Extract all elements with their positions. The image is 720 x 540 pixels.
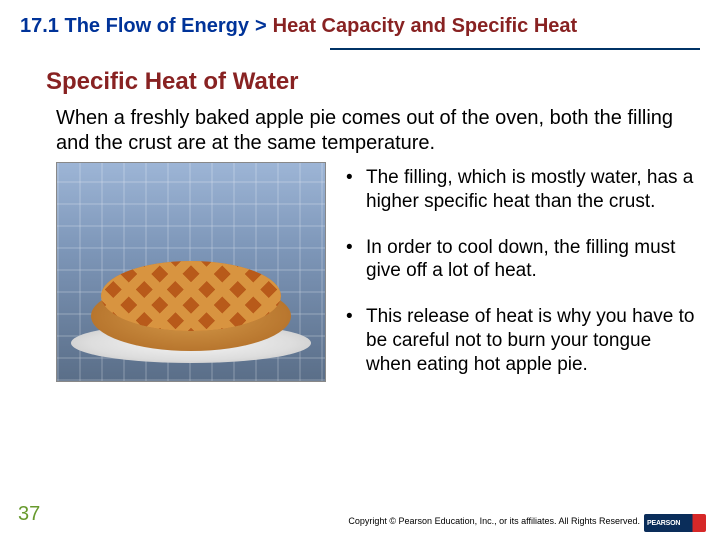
pie-image xyxy=(56,162,326,382)
pie-top xyxy=(101,261,281,331)
page-number: 37 xyxy=(18,503,40,526)
breadcrumb: 17.1 The Flow of Energy > Heat Capacity … xyxy=(0,0,720,48)
pie-lattice xyxy=(101,261,281,331)
breadcrumb-topic: Heat Capacity and Specific Heat xyxy=(273,14,578,38)
copyright-text: Copyright © Pearson Education, Inc., or … xyxy=(348,516,640,526)
bullet-item: In order to cool down, the filling must … xyxy=(344,236,700,306)
bullet-item: The filling, which is mostly water, has … xyxy=(344,166,700,236)
apple-pie xyxy=(91,241,291,351)
pearson-logo: PEARSON xyxy=(644,514,706,532)
subtitle: Specific Heat of Water xyxy=(0,50,720,106)
content-row: The filling, which is mostly water, has … xyxy=(0,156,720,398)
intro-paragraph: When a freshly baked apple pie comes out… xyxy=(0,106,720,156)
breadcrumb-section: 17.1 The Flow of Energy xyxy=(20,15,249,38)
logo-text: PEARSON xyxy=(647,520,680,527)
breadcrumb-arrow: > xyxy=(255,15,267,38)
bullet-list: The filling, which is mostly water, has … xyxy=(344,162,700,398)
bullet-item: This release of heat is why you have to … xyxy=(344,305,700,398)
